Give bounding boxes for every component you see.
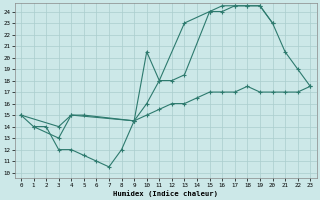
X-axis label: Humidex (Indice chaleur): Humidex (Indice chaleur) bbox=[113, 190, 218, 197]
